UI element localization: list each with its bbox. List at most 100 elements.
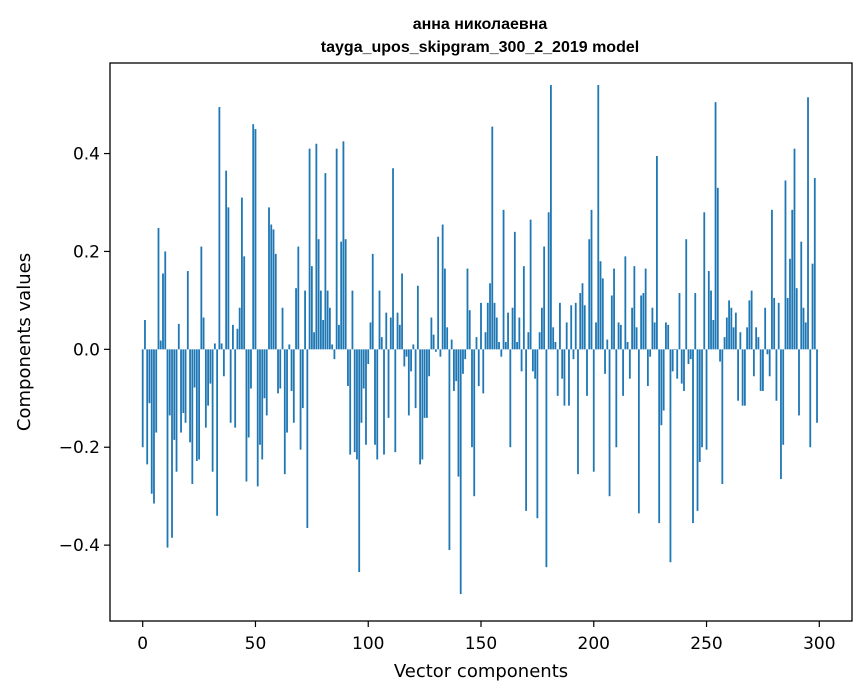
bar (480, 302, 482, 350)
bar (225, 170, 228, 350)
bar (450, 339, 453, 350)
bar (734, 312, 737, 350)
bar (150, 349, 153, 494)
bar (811, 263, 814, 350)
bar (522, 266, 525, 350)
bar (531, 349, 534, 372)
bar (757, 337, 760, 350)
bar (540, 307, 543, 350)
bar (764, 307, 767, 350)
bar (286, 349, 288, 433)
bar (277, 349, 279, 394)
bar (259, 349, 261, 445)
bar (335, 148, 338, 350)
bar (640, 295, 643, 350)
bar (775, 349, 778, 401)
bar (353, 349, 356, 453)
bar (401, 273, 403, 350)
bar (162, 273, 164, 350)
bar (737, 349, 739, 401)
bar (484, 332, 487, 350)
chart-title: анна николаевна (413, 16, 548, 33)
bar (288, 344, 291, 350)
bar (184, 349, 187, 423)
bar (232, 324, 234, 350)
bar (477, 349, 480, 387)
bar (642, 293, 645, 350)
bar (768, 349, 771, 377)
bar (207, 349, 209, 406)
chart-subtitle: tayga_upos_skipgram_300_2_2019 model (321, 39, 639, 56)
bar (809, 349, 812, 448)
bar (144, 319, 146, 350)
bar (565, 322, 568, 350)
bar (209, 349, 212, 384)
bar (439, 349, 442, 357)
bar (550, 85, 552, 350)
bar (543, 246, 546, 350)
bar (389, 317, 392, 350)
bar (534, 349, 537, 379)
bar (482, 349, 485, 394)
bar (759, 349, 762, 391)
bar (283, 349, 286, 475)
bar (712, 319, 715, 350)
bar (356, 349, 358, 460)
bar (739, 332, 742, 350)
bar (157, 227, 160, 350)
bar (658, 349, 661, 524)
bar (556, 349, 559, 396)
bar (342, 141, 345, 350)
bar (784, 180, 787, 350)
bar (466, 268, 469, 350)
bar (780, 349, 782, 480)
bar (374, 349, 376, 445)
bar (568, 349, 570, 406)
bar (676, 349, 679, 379)
bar (786, 297, 789, 350)
bar (180, 349, 182, 433)
bar (256, 349, 259, 487)
bar (326, 290, 329, 350)
bar (502, 209, 505, 350)
bar (694, 293, 697, 350)
bar (238, 307, 241, 350)
bar (750, 290, 753, 350)
bar (723, 337, 726, 350)
x-tick-label: 250 (690, 634, 722, 654)
bar (200, 246, 203, 350)
bar (441, 224, 444, 350)
bar (365, 349, 367, 445)
bar (247, 349, 250, 438)
bar (516, 342, 518, 350)
bar (313, 332, 315, 350)
bar (218, 107, 221, 350)
bar (367, 349, 370, 365)
bar (635, 327, 638, 350)
bar (227, 207, 230, 350)
bar (674, 349, 676, 350)
bar (577, 349, 579, 475)
bar (511, 307, 514, 350)
bar (644, 268, 647, 350)
bar (793, 148, 796, 350)
bar (800, 241, 803, 350)
bar (669, 349, 672, 563)
bar (254, 129, 257, 350)
bar (268, 207, 270, 350)
bar (520, 349, 523, 372)
bar (358, 349, 361, 573)
bar (707, 271, 710, 350)
bar (631, 307, 633, 350)
bar (423, 349, 426, 418)
bar (606, 339, 609, 350)
bar (665, 322, 667, 350)
bar (252, 124, 255, 350)
bar (500, 349, 503, 357)
bar (189, 349, 191, 443)
bar (795, 288, 798, 350)
bar (705, 349, 708, 450)
bar (498, 342, 500, 350)
bar (396, 312, 399, 350)
